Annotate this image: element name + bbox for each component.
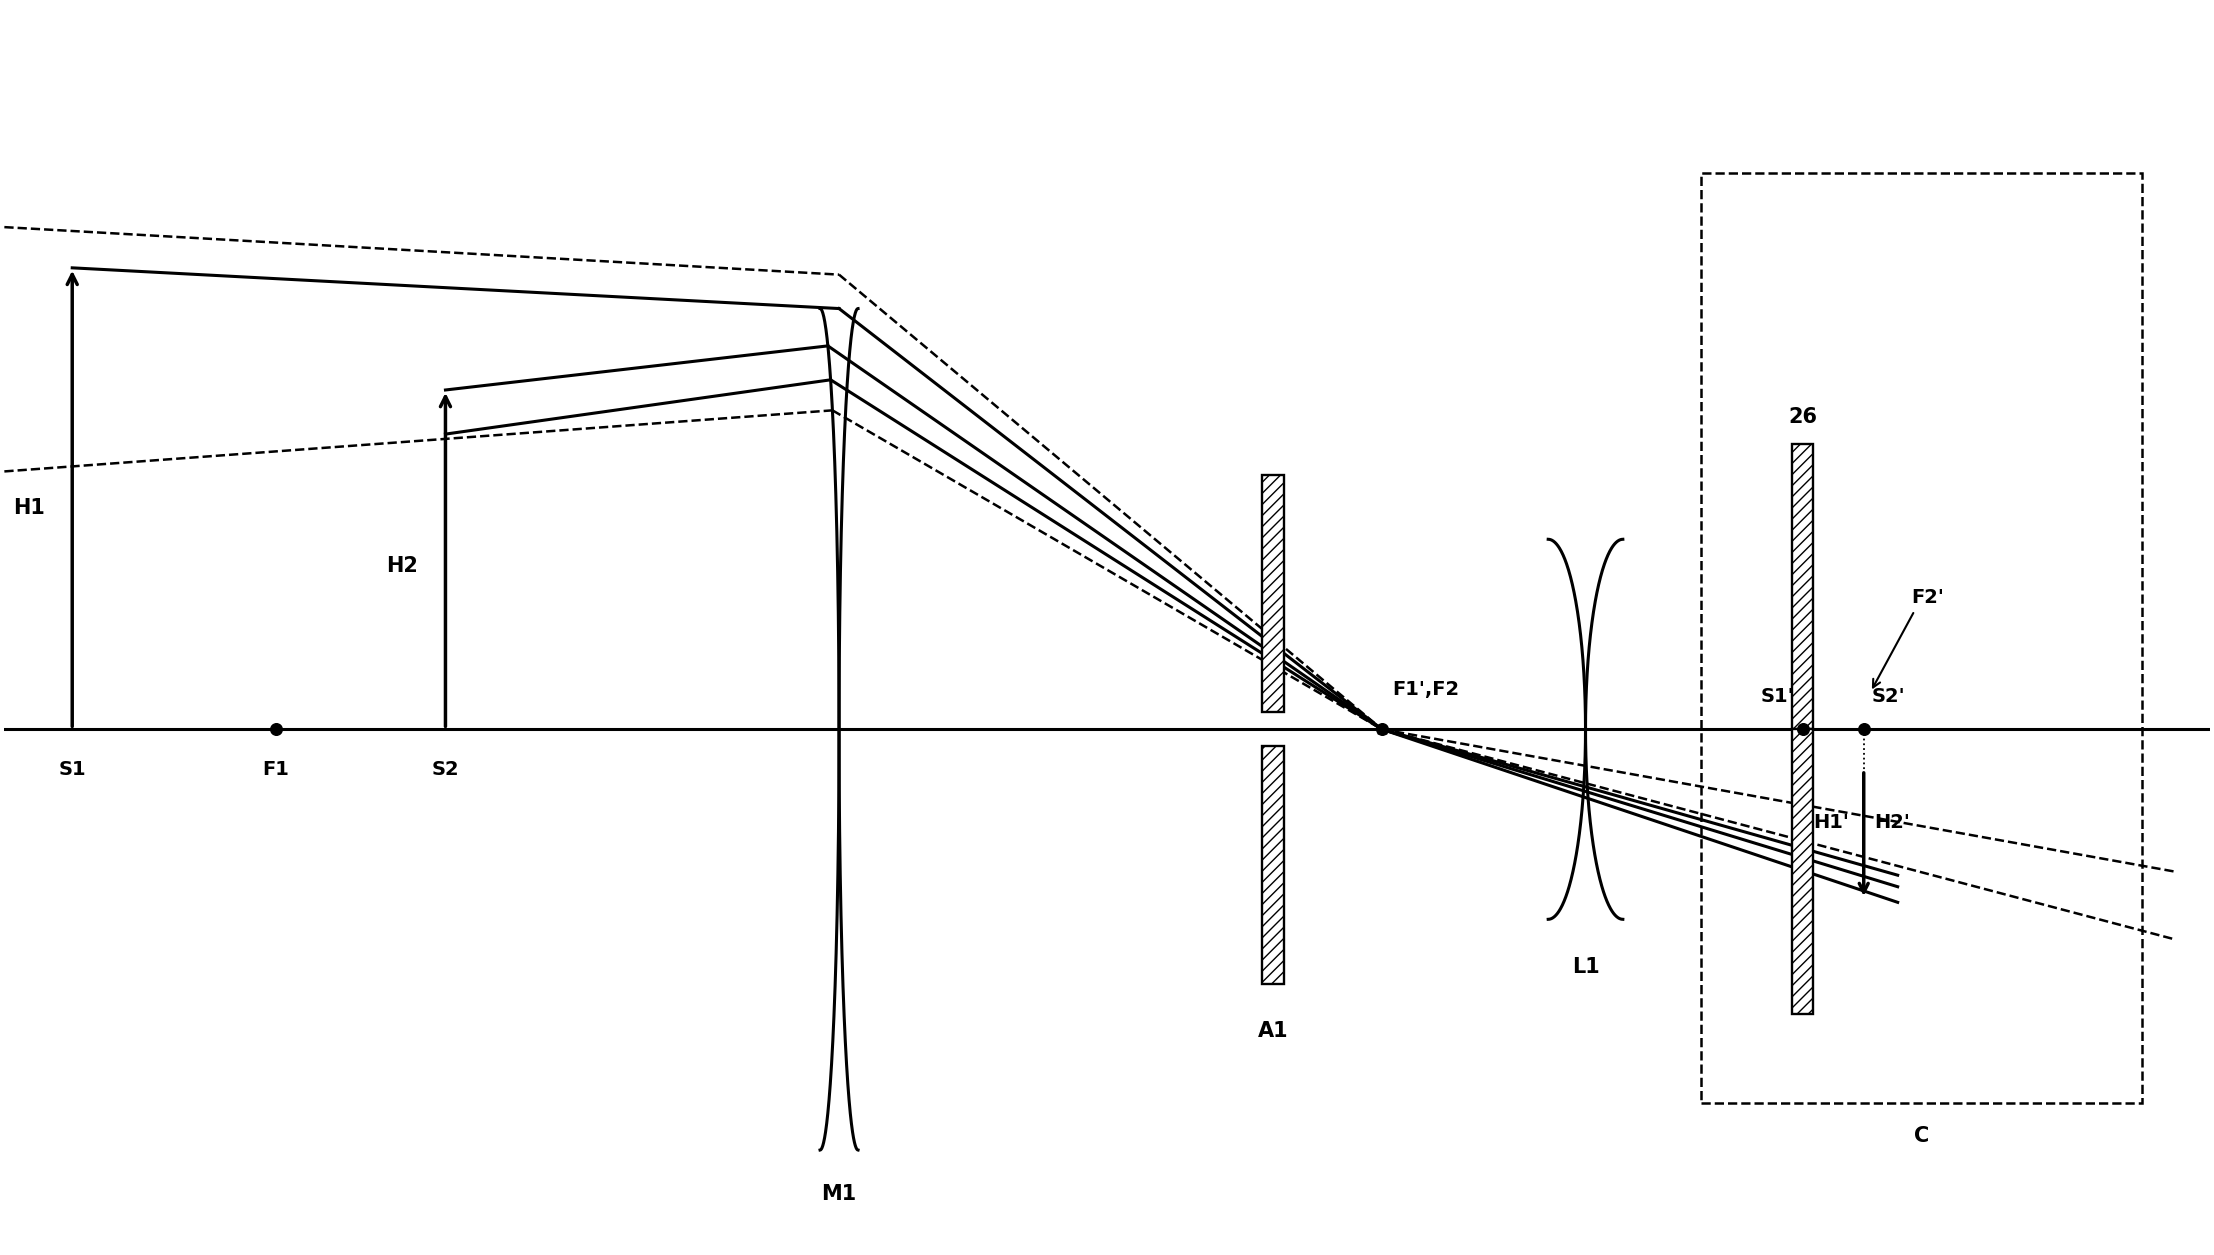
Point xyxy=(1846,719,1882,739)
Text: H1: H1 xyxy=(13,498,44,518)
Text: C: C xyxy=(1913,1126,1928,1146)
Text: 26: 26 xyxy=(1789,408,1818,427)
Bar xyxy=(1793,444,1813,729)
Text: F2': F2' xyxy=(1911,589,1944,607)
Text: S2: S2 xyxy=(432,759,458,779)
Text: S2': S2' xyxy=(1871,686,1906,705)
Point xyxy=(1784,719,1820,739)
Point xyxy=(259,719,294,739)
Text: M1: M1 xyxy=(821,1183,857,1204)
Text: F1: F1 xyxy=(263,759,290,779)
Text: S1: S1 xyxy=(58,759,86,779)
Text: L1: L1 xyxy=(1572,956,1599,976)
Bar xyxy=(1793,729,1813,1014)
Point xyxy=(1364,719,1399,739)
Bar xyxy=(1262,747,1284,984)
Text: H1': H1' xyxy=(1813,813,1849,832)
Point xyxy=(1364,719,1399,739)
Bar xyxy=(1262,474,1284,713)
Text: A1: A1 xyxy=(1258,1022,1289,1042)
Text: F1',F2: F1',F2 xyxy=(1393,680,1459,699)
Text: H2': H2' xyxy=(1873,813,1911,832)
Text: H2: H2 xyxy=(387,556,418,576)
Text: S1': S1' xyxy=(1760,686,1796,705)
Bar xyxy=(1700,173,2141,1103)
